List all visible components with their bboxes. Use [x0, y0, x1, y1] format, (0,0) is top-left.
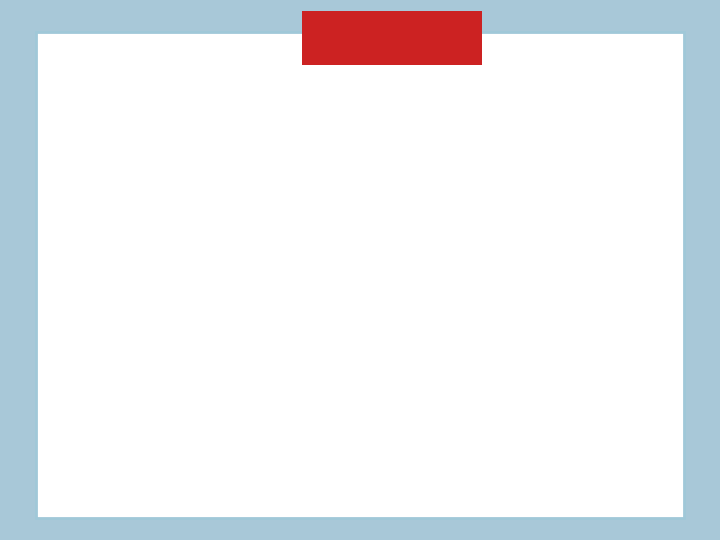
Text: O$^-$: O$^-$: [518, 296, 545, 314]
Text: R–C: R–C: [422, 245, 456, 263]
Text: O: O: [526, 188, 540, 206]
Text: OH: OH: [159, 296, 186, 314]
Text: Carboxylate anion: Carboxylate anion: [433, 342, 597, 360]
Text: +: +: [588, 244, 607, 264]
Text: H$^+$: H$^+$: [650, 242, 682, 266]
Text: Carboxylic acid: Carboxylic acid: [46, 342, 184, 360]
Text: ⚙ Effect of environmental pH on R-COOH: ⚙ Effect of environmental pH on R-COOH: [68, 119, 549, 140]
Text: O: O: [166, 188, 180, 206]
Text: R–C: R–C: [62, 245, 96, 263]
Text: Basic Conditions: Basic Conditions: [284, 206, 414, 220]
